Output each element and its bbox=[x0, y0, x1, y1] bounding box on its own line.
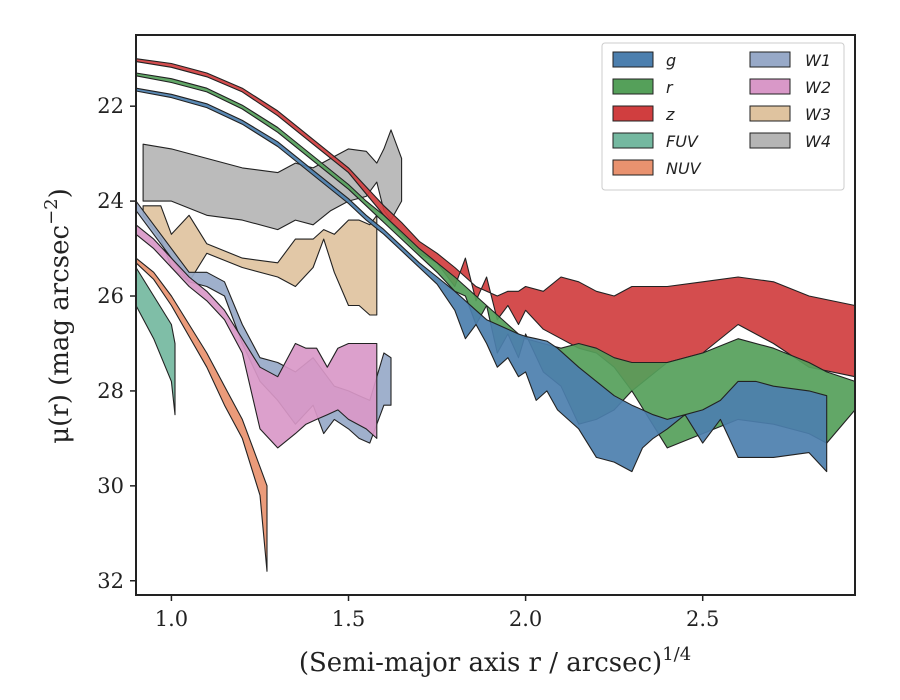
legend-swatch-fuv bbox=[612, 132, 654, 149]
y-tick-label: 24 bbox=[97, 189, 124, 213]
x-tick-label: 2.0 bbox=[509, 607, 542, 631]
legend-swatch-w2 bbox=[749, 78, 791, 95]
profile-bands bbox=[135, 58, 856, 572]
legend: grz FUV NUV W1 W2 W3 W4 bbox=[601, 42, 845, 191]
band-w3 bbox=[142, 205, 378, 316]
y-tick-label: 28 bbox=[97, 379, 124, 403]
legend-swatch-r bbox=[612, 78, 654, 95]
y-tick-label: 22 bbox=[97, 94, 124, 118]
legend-swatch-g bbox=[612, 51, 654, 68]
x-axis-ticks: 1.0 1.5 2.0 2.5 bbox=[155, 595, 719, 631]
y-tick-label: 30 bbox=[97, 474, 124, 498]
band-nuv bbox=[135, 257, 268, 572]
legend-label-fuv: FUV bbox=[666, 132, 699, 151]
legend-swatch-z bbox=[612, 105, 654, 122]
legend-label-nuv: NUV bbox=[666, 159, 702, 178]
band-g bbox=[135, 87, 828, 473]
legend-label-w1: W1 bbox=[805, 51, 831, 70]
legend-swatch-w3 bbox=[749, 105, 791, 122]
y-tick-label: 26 bbox=[97, 284, 124, 308]
legend-swatch-w4 bbox=[749, 132, 791, 149]
legend-label-r: r bbox=[666, 78, 674, 97]
legend-swatch-nuv bbox=[612, 159, 654, 176]
band-w2 bbox=[135, 224, 378, 449]
band-fuv bbox=[135, 266, 176, 416]
x-tick-label: 2.5 bbox=[686, 607, 719, 631]
legend-label-w4: W4 bbox=[805, 132, 831, 151]
legend-label-w3: W3 bbox=[805, 105, 831, 124]
x-axis-title: (Semi-major axis r / arcsec)1/4 bbox=[299, 644, 691, 678]
y-axis-ticks: 22 24 26 28 30 32 bbox=[97, 94, 136, 593]
legend-swatch-w1 bbox=[749, 51, 791, 68]
x-tick-label: 1.5 bbox=[332, 607, 365, 631]
y-axis-title: μ(r) (mag arcsec−2) bbox=[41, 188, 75, 444]
y-tick-label: 32 bbox=[97, 569, 124, 593]
legend-label-z: z bbox=[665, 105, 675, 124]
legend-label-g: g bbox=[666, 51, 676, 70]
band-w4 bbox=[142, 129, 403, 231]
x-tick-label: 1.0 bbox=[155, 607, 188, 631]
plot-frame bbox=[135, 34, 856, 596]
legend-label-w2: W2 bbox=[805, 78, 831, 97]
